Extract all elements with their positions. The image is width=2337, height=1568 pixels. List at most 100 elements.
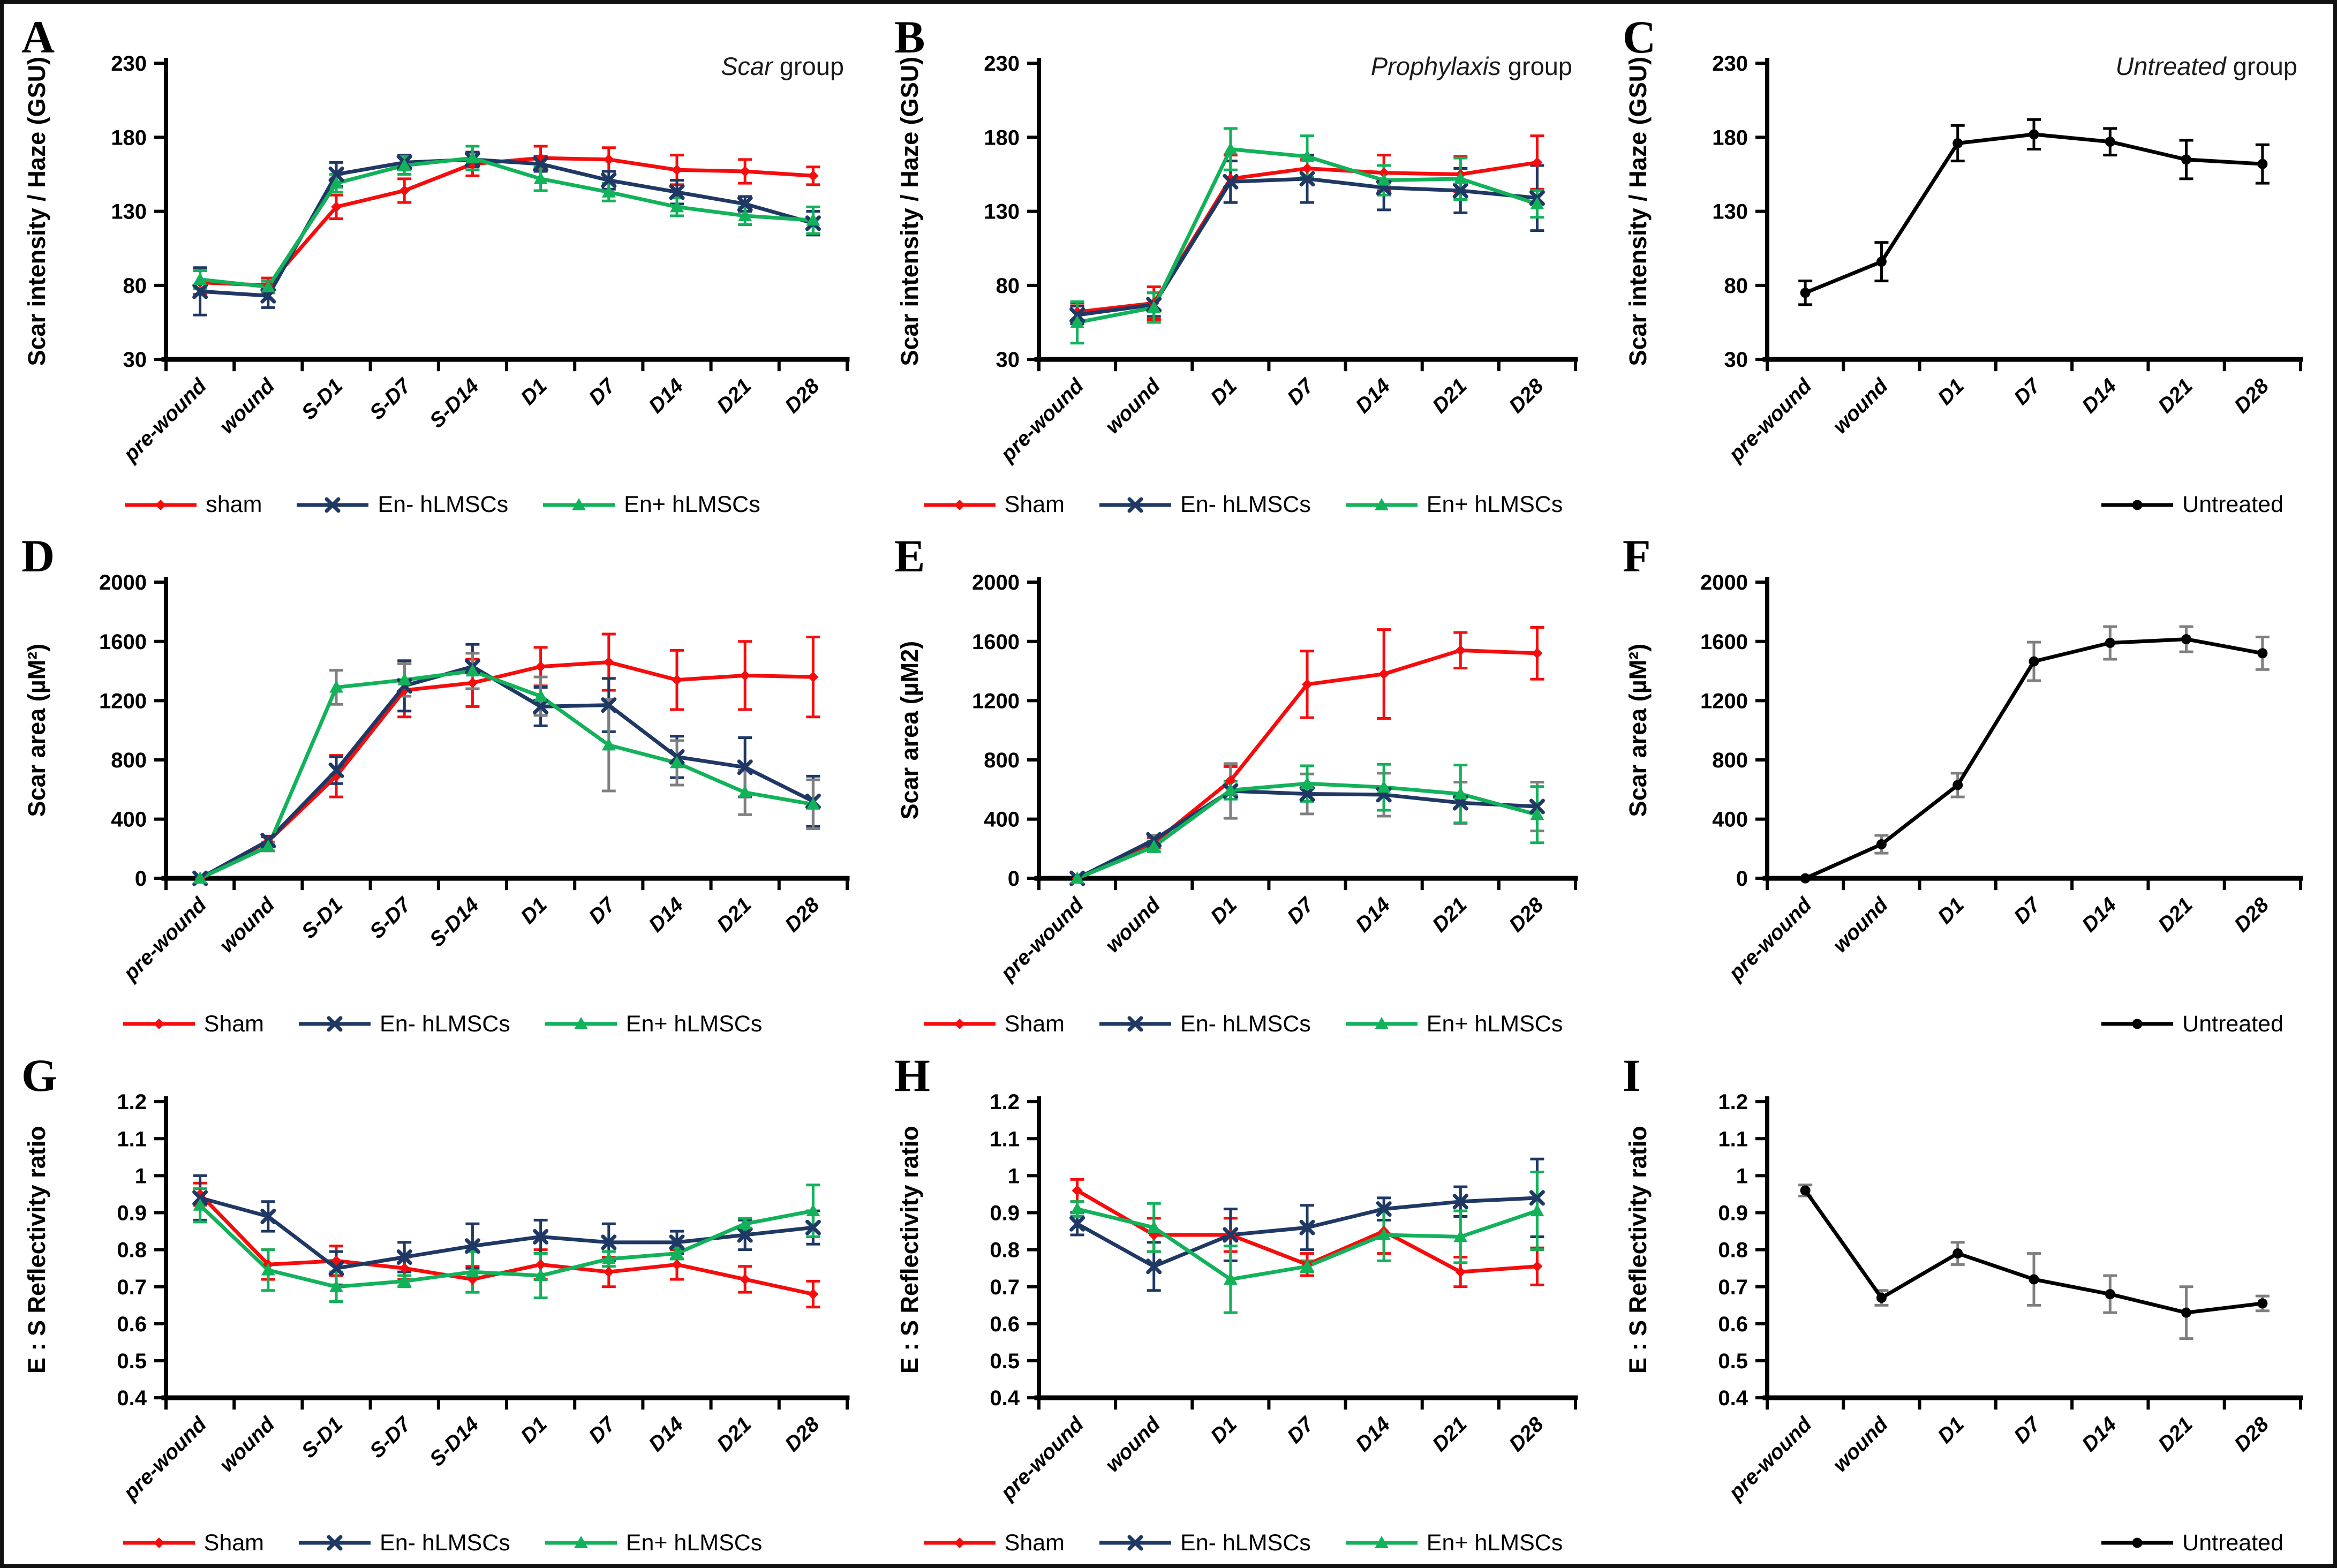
legend-swatch — [1345, 1536, 1418, 1549]
marker-x — [1376, 1201, 1392, 1217]
x-tick-label: D14 — [2078, 1413, 2121, 1456]
x-tick-label: D1 — [516, 893, 552, 929]
marker-diamond — [399, 685, 410, 696]
marker-x — [1223, 1227, 1239, 1243]
marker-triangle — [465, 664, 480, 677]
marker-diamond — [1225, 775, 1236, 787]
x-tick-label: D1 — [516, 374, 552, 410]
y-tick-label: 1600 — [972, 630, 1020, 654]
y-tick-label: 800 — [984, 749, 1020, 772]
legend-swatch — [923, 1537, 996, 1549]
x-tick-label: D7 — [2010, 893, 2046, 929]
legend-label: En+ hLMSCs — [1426, 1011, 1563, 1037]
marker-x — [533, 156, 549, 172]
legend-label: En+ hLMSCs — [624, 492, 760, 518]
panel-a-title: Scar group — [721, 51, 844, 81]
error-bars-En- hLMSCs — [193, 150, 820, 316]
y-tick-label: 0.7 — [1718, 1275, 1748, 1299]
y-tick-label: 2000 — [1700, 571, 1748, 594]
x-tick-label: pre-wound — [119, 893, 212, 986]
marker-x — [737, 1227, 753, 1243]
marker-triangle — [193, 1198, 207, 1211]
marker-triangle — [1530, 1203, 1544, 1216]
marker-circle — [1952, 780, 1963, 790]
x-tick-label: D28 — [2230, 1413, 2273, 1456]
panel-a: 30 80 130 180 230 pre-wound wound S-D1 S-D7 S-D14… — [5, 5, 878, 524]
y-tick-label: 1200 — [972, 690, 1020, 713]
y-tick-label: 0.8 — [1718, 1238, 1748, 1262]
panel-a-title-rest: group — [772, 52, 844, 80]
marker-triangle — [193, 272, 207, 285]
y-tick-label: 800 — [111, 749, 147, 772]
marker-circle — [1876, 1292, 1887, 1303]
legend-item-En+ hLMSCs: En+ hLMSCs — [1344, 1530, 1563, 1556]
x-tick-label: S-D14 — [425, 1413, 484, 1471]
y-tick-label: 130 — [111, 200, 147, 224]
marker-triangle — [1300, 1259, 1314, 1272]
y-tick-label: 0.7 — [117, 1275, 147, 1299]
x-tick-label: D28 — [1505, 893, 1548, 937]
marker-x — [1127, 1535, 1143, 1551]
x-tick-label: wound — [1101, 1412, 1165, 1476]
x-tick-label: wound — [215, 893, 280, 958]
marker-triangle — [1223, 142, 1238, 155]
legend-swatch — [2101, 1019, 2174, 1029]
series-markers-En+ hLMSCs — [1070, 142, 1544, 328]
marker-diamond — [954, 1537, 965, 1549]
marker-x — [192, 1190, 208, 1206]
marker-x — [669, 1234, 685, 1250]
x-tick-label: D7 — [1283, 893, 1319, 929]
marker-diamond — [603, 657, 614, 668]
marker-triangle — [1453, 787, 1468, 800]
panel-a-letter: A — [21, 11, 55, 63]
marker-triangle — [1453, 1230, 1468, 1242]
x-tick-label: D7 — [2010, 1412, 2046, 1448]
marker-circle — [1952, 138, 1963, 148]
series-line-Sham — [198, 1192, 815, 1296]
legend-label: En- hLMSCs — [1180, 1529, 1311, 1556]
y-tick-label: 0 — [1736, 867, 1748, 891]
marker-diamond — [954, 1019, 965, 1030]
marker-triangle — [574, 1017, 588, 1030]
legend-item-En- hLMSCs: En- hLMSCs — [297, 1011, 510, 1037]
axes — [161, 577, 850, 881]
legend-label: En- hLMSCs — [378, 492, 509, 518]
panel-i-legend: Untreated — [1607, 1530, 2332, 1556]
x-tick-label: D28 — [781, 893, 824, 937]
legend-label: Sham — [203, 1529, 265, 1556]
marker-x — [464, 1238, 480, 1254]
y-tick-label: 1.1 — [990, 1127, 1020, 1151]
x-tick-label: D1 — [1933, 374, 1969, 410]
y-tick-label: 400 — [111, 808, 147, 832]
panel-h: 0.4 0.5 0.6 0.7 0.8 0.9 1 1.1 1.2 pre-wound wound D… — [878, 1044, 1607, 1563]
legend-item-En- hLMSCs: En- hLMSCs — [1098, 1530, 1311, 1556]
y-tick-label: 0.8 — [990, 1238, 1020, 1262]
y-tick-label: 80 — [996, 274, 1020, 298]
x-tick-label: pre-wound — [1724, 893, 1816, 986]
x-axis-ticks — [1037, 359, 1577, 372]
y-tick-label: 180 — [1712, 126, 1748, 149]
marker-triangle — [806, 797, 820, 810]
marker-x — [1452, 183, 1468, 199]
x-tick-label: pre-wound — [996, 1412, 1089, 1505]
y-tick-label: 130 — [1712, 200, 1748, 224]
y-tick-label: 1600 — [99, 630, 147, 654]
series-line-sham — [198, 156, 815, 288]
marker-x — [1223, 174, 1239, 190]
series-markers-En- hLMSCs — [192, 152, 821, 304]
y-tick-label: 0.4 — [117, 1386, 147, 1410]
y-tick-label: 0.9 — [990, 1201, 1020, 1225]
x-tick-label: pre-wound — [1724, 1412, 1816, 1505]
marker-triangle — [465, 151, 480, 164]
marker-triangle — [329, 176, 343, 189]
y-axis-ticks: 30 80 130 180 230 — [984, 52, 1039, 372]
marker-x — [533, 699, 549, 715]
legend-swatch — [299, 1535, 371, 1551]
marker-circle — [1876, 839, 1887, 850]
x-tick-label: D14 — [2078, 374, 2121, 418]
x-tick-label: S-D7 — [365, 1412, 416, 1463]
series-markers-En- hLMSCs — [192, 659, 821, 886]
error-bars-Sham — [193, 1181, 820, 1308]
panel-a-legend: sham En- hLMSCs En+ hLMSCs — [5, 492, 878, 518]
y-axis-ticks: 0 400 800 1200 1600 2000 — [972, 571, 1039, 891]
